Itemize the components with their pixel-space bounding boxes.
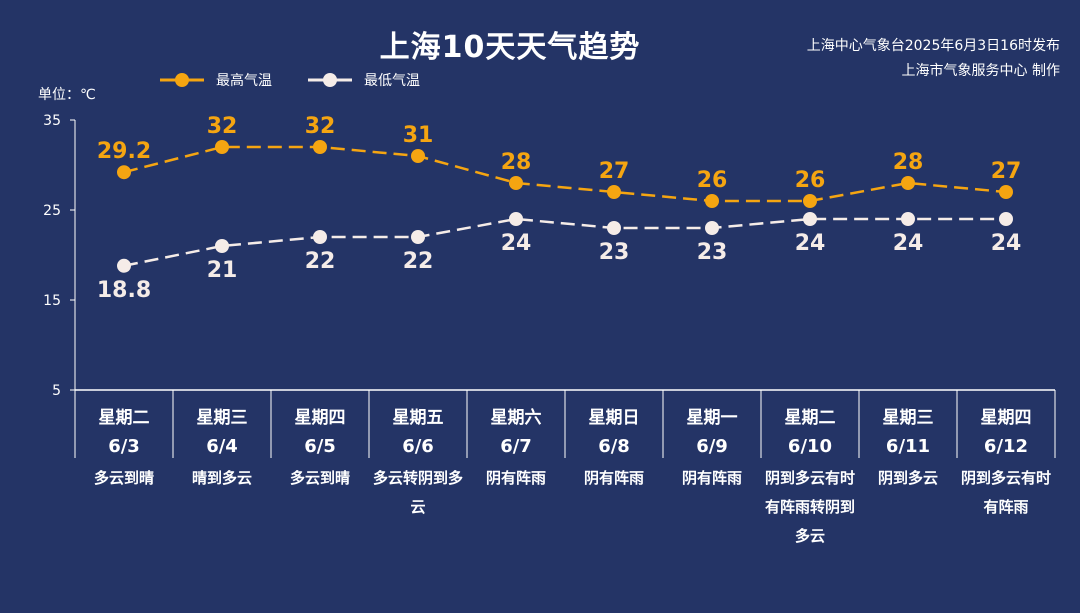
date-label: 6/9: [696, 436, 728, 457]
source-info: 上海中心气象台2025年6月3日16时发布 上海市气象服务中心 制作: [807, 34, 1060, 84]
low-temp-point: [607, 221, 621, 235]
high-temp-label: 32: [207, 114, 238, 139]
high-temp-point: [705, 194, 719, 208]
low-temp-line: [123, 217, 1006, 268]
day-label: 星期四: [295, 408, 346, 428]
low-temp-point: [411, 230, 425, 244]
date-label: 6/10: [788, 436, 832, 457]
low-temp-point: [803, 212, 817, 226]
high-temp-point: [117, 165, 131, 180]
high-temp-point: [999, 185, 1013, 199]
high-temp-label: 29.2: [97, 139, 151, 164]
low-temp-label: 23: [599, 240, 630, 265]
day-label: 星期日: [589, 408, 640, 428]
low-temp-point: [215, 239, 229, 253]
legend: 最高气温 最低气温: [160, 70, 420, 90]
high-temp-point: [901, 176, 915, 190]
low-temp-label: 23: [697, 240, 728, 265]
low-temp-label: 21: [207, 258, 238, 283]
date-label: 6/7: [500, 436, 532, 457]
low-temp-label: 24: [991, 231, 1022, 256]
high-temp-point: [607, 185, 621, 199]
legend-item-high: 最高气温: [160, 70, 272, 90]
date-label: 6/5: [304, 436, 336, 457]
low-temp-point: [705, 221, 719, 235]
weather-label: 阴到多云有时有阵雨: [961, 469, 1051, 516]
day-label: 星期五: [393, 408, 444, 428]
weather-label: 阴有阵雨: [584, 469, 644, 487]
weather-label: 多云到晴: [290, 469, 350, 487]
high-temp-point: [803, 194, 817, 208]
weather-label: 阴有阵雨: [486, 469, 546, 487]
low-temp-label: 24: [893, 231, 924, 256]
low-temp-point: [313, 230, 327, 244]
day-label: 星期四: [981, 408, 1032, 428]
y-tick-label: 15: [43, 293, 61, 309]
low-temp-label: 22: [403, 249, 434, 274]
weather-label: 多云转阴到多云: [373, 469, 463, 516]
high-temp-label: 28: [501, 150, 532, 175]
low-temp-point: [509, 212, 523, 226]
low-temp-point: [999, 212, 1013, 226]
low-temp-label: 24: [795, 231, 826, 256]
high-temp-point: [411, 149, 425, 163]
low-temp-point: [117, 258, 131, 273]
producer-info: 上海市气象服务中心 制作: [901, 63, 1060, 79]
weather-label: 阴到多云有时有阵雨转阴到多云: [765, 469, 855, 545]
weather-label: 阴到多云: [878, 469, 938, 487]
weather-label: 阴有阵雨: [682, 469, 742, 487]
y-tick-label: 35: [43, 113, 61, 129]
day-label: 星期二: [99, 408, 150, 428]
date-label: 6/6: [402, 436, 434, 457]
chart-title: 上海10天天气趋势: [379, 30, 641, 65]
date-label: 6/11: [886, 436, 930, 457]
low-temp-label: 18.8: [97, 278, 151, 303]
day-label: 星期二: [785, 408, 836, 428]
high-temp-point: [313, 140, 327, 154]
weather-label: 多云到晴: [94, 469, 154, 487]
high-temp-label: 32: [305, 114, 336, 139]
day-label: 星期六: [491, 407, 542, 428]
high-temp-line: [123, 145, 1007, 203]
low-temp-point: [901, 212, 915, 226]
low-temp-label: 24: [501, 231, 532, 256]
high-temp-label: 28: [893, 150, 924, 175]
legend-label-low: 最低气温: [364, 73, 420, 89]
high-temp-label: 27: [599, 159, 630, 184]
high-temp-label: 26: [795, 168, 826, 193]
date-label: 6/8: [598, 436, 630, 457]
legend-label-high: 最高气温: [216, 73, 272, 89]
date-label: 6/4: [206, 436, 238, 457]
high-temp-label: 27: [991, 159, 1022, 184]
day-label: 星期三: [197, 408, 248, 428]
weather-label: 晴到多云: [192, 469, 252, 487]
legend-marker-low-icon: [308, 73, 352, 87]
date-label: 6/12: [984, 436, 1028, 457]
unit-label: 单位：℃: [38, 87, 96, 103]
low-temp-label: 22: [305, 249, 336, 274]
day-label: 星期一: [687, 408, 738, 428]
high-temp-point: [509, 176, 523, 190]
high-temp-label: 31: [403, 123, 434, 148]
high-temp-label: 26: [697, 168, 728, 193]
legend-item-low: 最低气温: [308, 70, 420, 90]
day-label: 星期三: [883, 408, 934, 428]
high-temp-point: [215, 140, 229, 154]
y-tick-label: 25: [43, 203, 61, 219]
y-tick-label: 5: [52, 383, 61, 399]
publish-info: 上海中心气象台2025年6月3日16时发布: [806, 38, 1060, 54]
legend-marker-high-icon: [160, 73, 204, 87]
date-label: 6/3: [108, 436, 140, 457]
